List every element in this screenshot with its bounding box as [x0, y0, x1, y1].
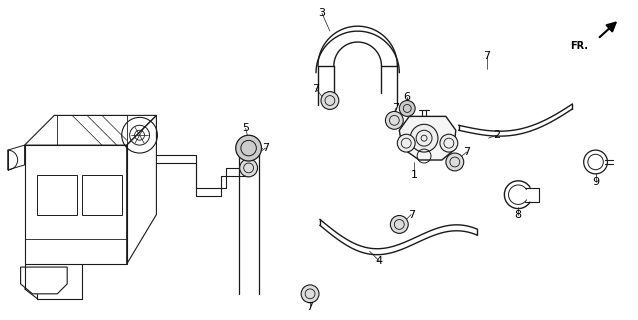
Circle shape	[385, 111, 403, 129]
Text: 7: 7	[463, 147, 470, 157]
Text: 7: 7	[392, 103, 399, 114]
Text: 5: 5	[242, 123, 249, 133]
Circle shape	[321, 92, 339, 109]
Circle shape	[410, 124, 438, 152]
Circle shape	[235, 135, 262, 161]
Text: 7: 7	[408, 210, 415, 220]
Text: 7: 7	[262, 143, 269, 153]
Circle shape	[397, 134, 415, 152]
Text: 9: 9	[592, 177, 599, 187]
Text: 3: 3	[318, 8, 325, 18]
Text: 2: 2	[493, 130, 500, 140]
Text: 7: 7	[306, 302, 314, 312]
Text: 6: 6	[404, 92, 411, 101]
Text: FR.: FR.	[570, 41, 588, 51]
Polygon shape	[399, 116, 456, 160]
Circle shape	[440, 134, 458, 152]
Circle shape	[301, 285, 319, 303]
Text: 8: 8	[515, 210, 522, 220]
Text: 4: 4	[376, 256, 383, 266]
Circle shape	[240, 159, 258, 177]
Text: 1: 1	[411, 170, 418, 180]
Circle shape	[446, 153, 464, 171]
Text: 7: 7	[483, 51, 490, 61]
Circle shape	[399, 100, 415, 116]
Circle shape	[390, 215, 408, 233]
Text: 7: 7	[313, 84, 320, 94]
